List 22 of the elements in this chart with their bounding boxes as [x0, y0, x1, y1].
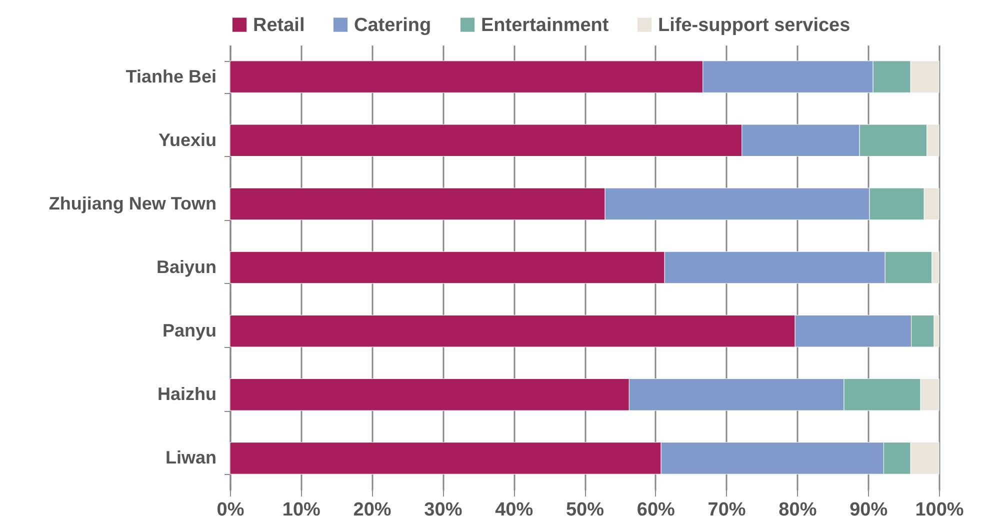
x-tick-label: 20% — [353, 500, 392, 520]
y-tick-label: Haizhu — [157, 384, 216, 404]
x-tick-label: 10% — [282, 500, 321, 520]
x-tick-label: 100% — [915, 500, 964, 520]
x-tick-label: 0% — [216, 500, 244, 520]
x-tick-label: 40% — [495, 500, 534, 520]
x-tick-label: 60% — [636, 500, 676, 520]
x-tick-label: 70% — [708, 500, 746, 520]
y-tick-label: Tianhe Bei — [126, 66, 216, 86]
y-tick-label: Baiyun — [156, 257, 216, 277]
y-tick-label: Panyu — [162, 320, 216, 341]
legend-label: Retail — [253, 14, 305, 36]
y-tick-label: Yuexiu — [158, 130, 216, 150]
x-tick-label: 90% — [850, 500, 888, 520]
x-tick-label: 50% — [566, 500, 604, 520]
legend-label: Entertainment — [481, 14, 610, 36]
x-tick-label: 80% — [778, 500, 817, 520]
x-tick-label: 30% — [424, 500, 462, 520]
y-tick-label: Liwan — [165, 448, 216, 468]
y-tick-label: Zhujiang New Town — [48, 193, 216, 214]
legend-label: Life-support services — [658, 14, 850, 36]
legend-label: Catering — [354, 14, 432, 36]
